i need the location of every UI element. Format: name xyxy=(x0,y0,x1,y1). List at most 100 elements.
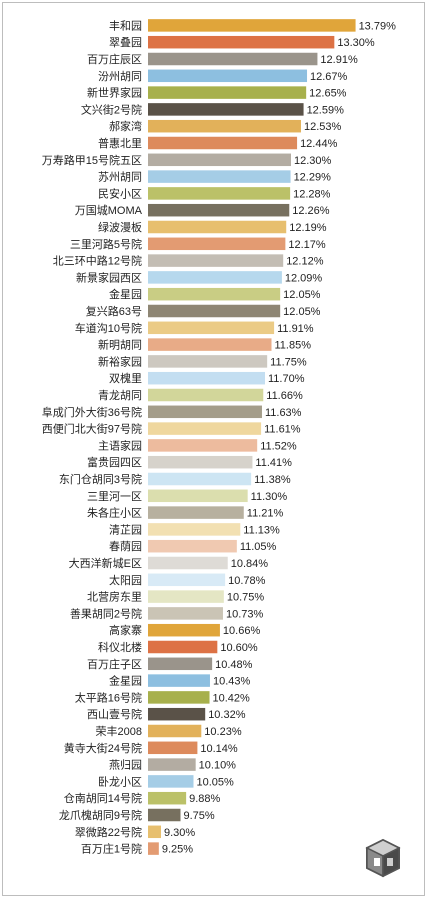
category-label-36: 高家寨 xyxy=(109,623,142,637)
bar-48 xyxy=(148,825,161,839)
value-label-32: 10.84% xyxy=(231,558,269,570)
value-label-18: 11.91% xyxy=(277,323,314,335)
value-label-38: 10.48% xyxy=(215,659,253,671)
bar-33 xyxy=(148,573,226,587)
bar-27 xyxy=(148,472,252,486)
bar-25 xyxy=(148,439,258,452)
value-label-48: 9.30% xyxy=(164,827,195,839)
bar-43 xyxy=(148,741,198,755)
category-label-23: 阜成门外大街36号院 xyxy=(42,405,142,419)
value-label-37: 10.60% xyxy=(220,642,258,654)
value-label-34: 10.75% xyxy=(227,592,265,604)
value-label-49: 9.25% xyxy=(162,844,193,856)
bar-21 xyxy=(148,371,265,385)
category-label-37: 科仪北楼 xyxy=(98,640,142,654)
category-label-3: 汾州胡同 xyxy=(98,69,142,83)
value-label-24: 11.61% xyxy=(264,424,301,436)
category-label-28: 三里河一区 xyxy=(87,490,142,503)
bar-9 xyxy=(148,170,291,183)
value-label-19: 11.85% xyxy=(275,340,312,352)
bar-45 xyxy=(148,775,194,788)
value-label-22: 11.66% xyxy=(266,390,303,402)
category-label-26: 富贵园四区 xyxy=(87,455,142,469)
category-label-8: 万寿路甲15号院五区 xyxy=(42,153,142,167)
value-label-20: 11.75% xyxy=(270,356,307,368)
category-label-13: 三里河路5号院 xyxy=(70,237,142,251)
category-label-32: 大西洋新城E区 xyxy=(69,556,142,570)
bar-41 xyxy=(148,707,206,721)
value-label-36: 10.66% xyxy=(223,625,261,637)
value-label-42: 10.23% xyxy=(204,726,242,738)
category-label-5: 文兴街2号院 xyxy=(81,102,142,116)
bar-39 xyxy=(148,674,210,687)
category-label-30: 清芷园 xyxy=(109,523,142,536)
value-label-3: 12.67% xyxy=(310,71,348,83)
value-label-23: 11.63% xyxy=(265,407,302,419)
value-label-27: 11.38% xyxy=(254,474,291,486)
value-label-13: 12.17% xyxy=(288,239,326,251)
value-label-47: 9.75% xyxy=(184,810,215,822)
bar-14 xyxy=(148,254,284,267)
category-label-18: 车道沟10号院 xyxy=(75,321,142,335)
category-label-39: 金星园 xyxy=(109,674,142,688)
category-label-33: 太阳园 xyxy=(109,574,142,587)
bars-group xyxy=(148,19,356,855)
value-label-16: 12.05% xyxy=(283,289,321,301)
category-label-24: 西便门北大街97号院 xyxy=(42,422,142,436)
bar-23 xyxy=(148,405,262,419)
value-label-25: 11.52% xyxy=(260,440,297,452)
category-label-47: 龙爪槐胡同9号院 xyxy=(59,808,142,822)
category-label-44: 燕归园 xyxy=(109,758,142,772)
category-label-34: 北营房东里 xyxy=(87,590,142,604)
value-label-14: 12.12% xyxy=(286,256,324,268)
category-label-17: 复兴路63号 xyxy=(86,304,142,318)
bar-18 xyxy=(148,321,275,335)
value-label-9: 12.29% xyxy=(294,172,332,184)
category-label-1: 翠叠园 xyxy=(109,36,142,49)
category-label-4: 新世界家园 xyxy=(87,86,142,100)
value-label-21: 11.70% xyxy=(268,373,305,385)
bar-15 xyxy=(148,271,282,284)
bar-46 xyxy=(148,791,187,805)
value-label-39: 10.43% xyxy=(213,676,251,688)
category-label-16: 金星园 xyxy=(109,287,142,301)
bar-38 xyxy=(148,657,213,671)
value-label-11: 12.26% xyxy=(292,205,330,217)
category-label-25: 主语家园 xyxy=(98,438,142,452)
category-label-48: 翠微路22号院 xyxy=(75,825,142,839)
value-label-12: 12.19% xyxy=(289,222,327,234)
bar-29 xyxy=(148,506,244,519)
value-label-41: 10.32% xyxy=(208,709,246,721)
cube-logo-icon xyxy=(365,838,401,878)
bar-36 xyxy=(148,623,220,637)
bar-10 xyxy=(148,187,291,200)
bar-47 xyxy=(148,808,181,822)
bar-8 xyxy=(148,153,291,167)
category-label-22: 青龙胡同 xyxy=(98,388,142,402)
value-label-26: 11.41% xyxy=(255,457,292,469)
category-label-20: 新裕家园 xyxy=(98,354,142,368)
bar-20 xyxy=(148,355,268,368)
value-label-17: 12.05% xyxy=(283,306,321,318)
bar-30 xyxy=(148,523,241,536)
bar-12 xyxy=(148,220,287,234)
category-label-42: 荣丰2008 xyxy=(96,725,142,738)
category-label-0: 丰和园 xyxy=(109,19,142,32)
value-label-44: 10.10% xyxy=(199,760,237,772)
bar-1 xyxy=(148,35,335,49)
value-label-43: 10.14% xyxy=(200,743,238,755)
category-label-35: 善果胡同2号院 xyxy=(70,606,142,620)
value-label-4: 12.65% xyxy=(309,88,347,100)
category-label-12: 绿波漫板 xyxy=(98,220,142,234)
value-labels-group: 13.79% 13.30% 12.91% 12.67% 12.65% 12.59% 12.5… xyxy=(162,20,396,855)
bar-4 xyxy=(148,86,307,99)
category-label-6: 郝家湾 xyxy=(109,119,142,133)
bar-0 xyxy=(148,19,356,32)
category-label-21: 双槐里 xyxy=(109,371,142,385)
category-label-45: 卧龙小区 xyxy=(98,775,142,788)
bar-44 xyxy=(148,758,196,771)
category-label-43: 黄寺大街24号院 xyxy=(64,741,142,755)
bar-26 xyxy=(148,455,253,469)
category-label-46: 仓南胡同14号院 xyxy=(64,791,142,805)
